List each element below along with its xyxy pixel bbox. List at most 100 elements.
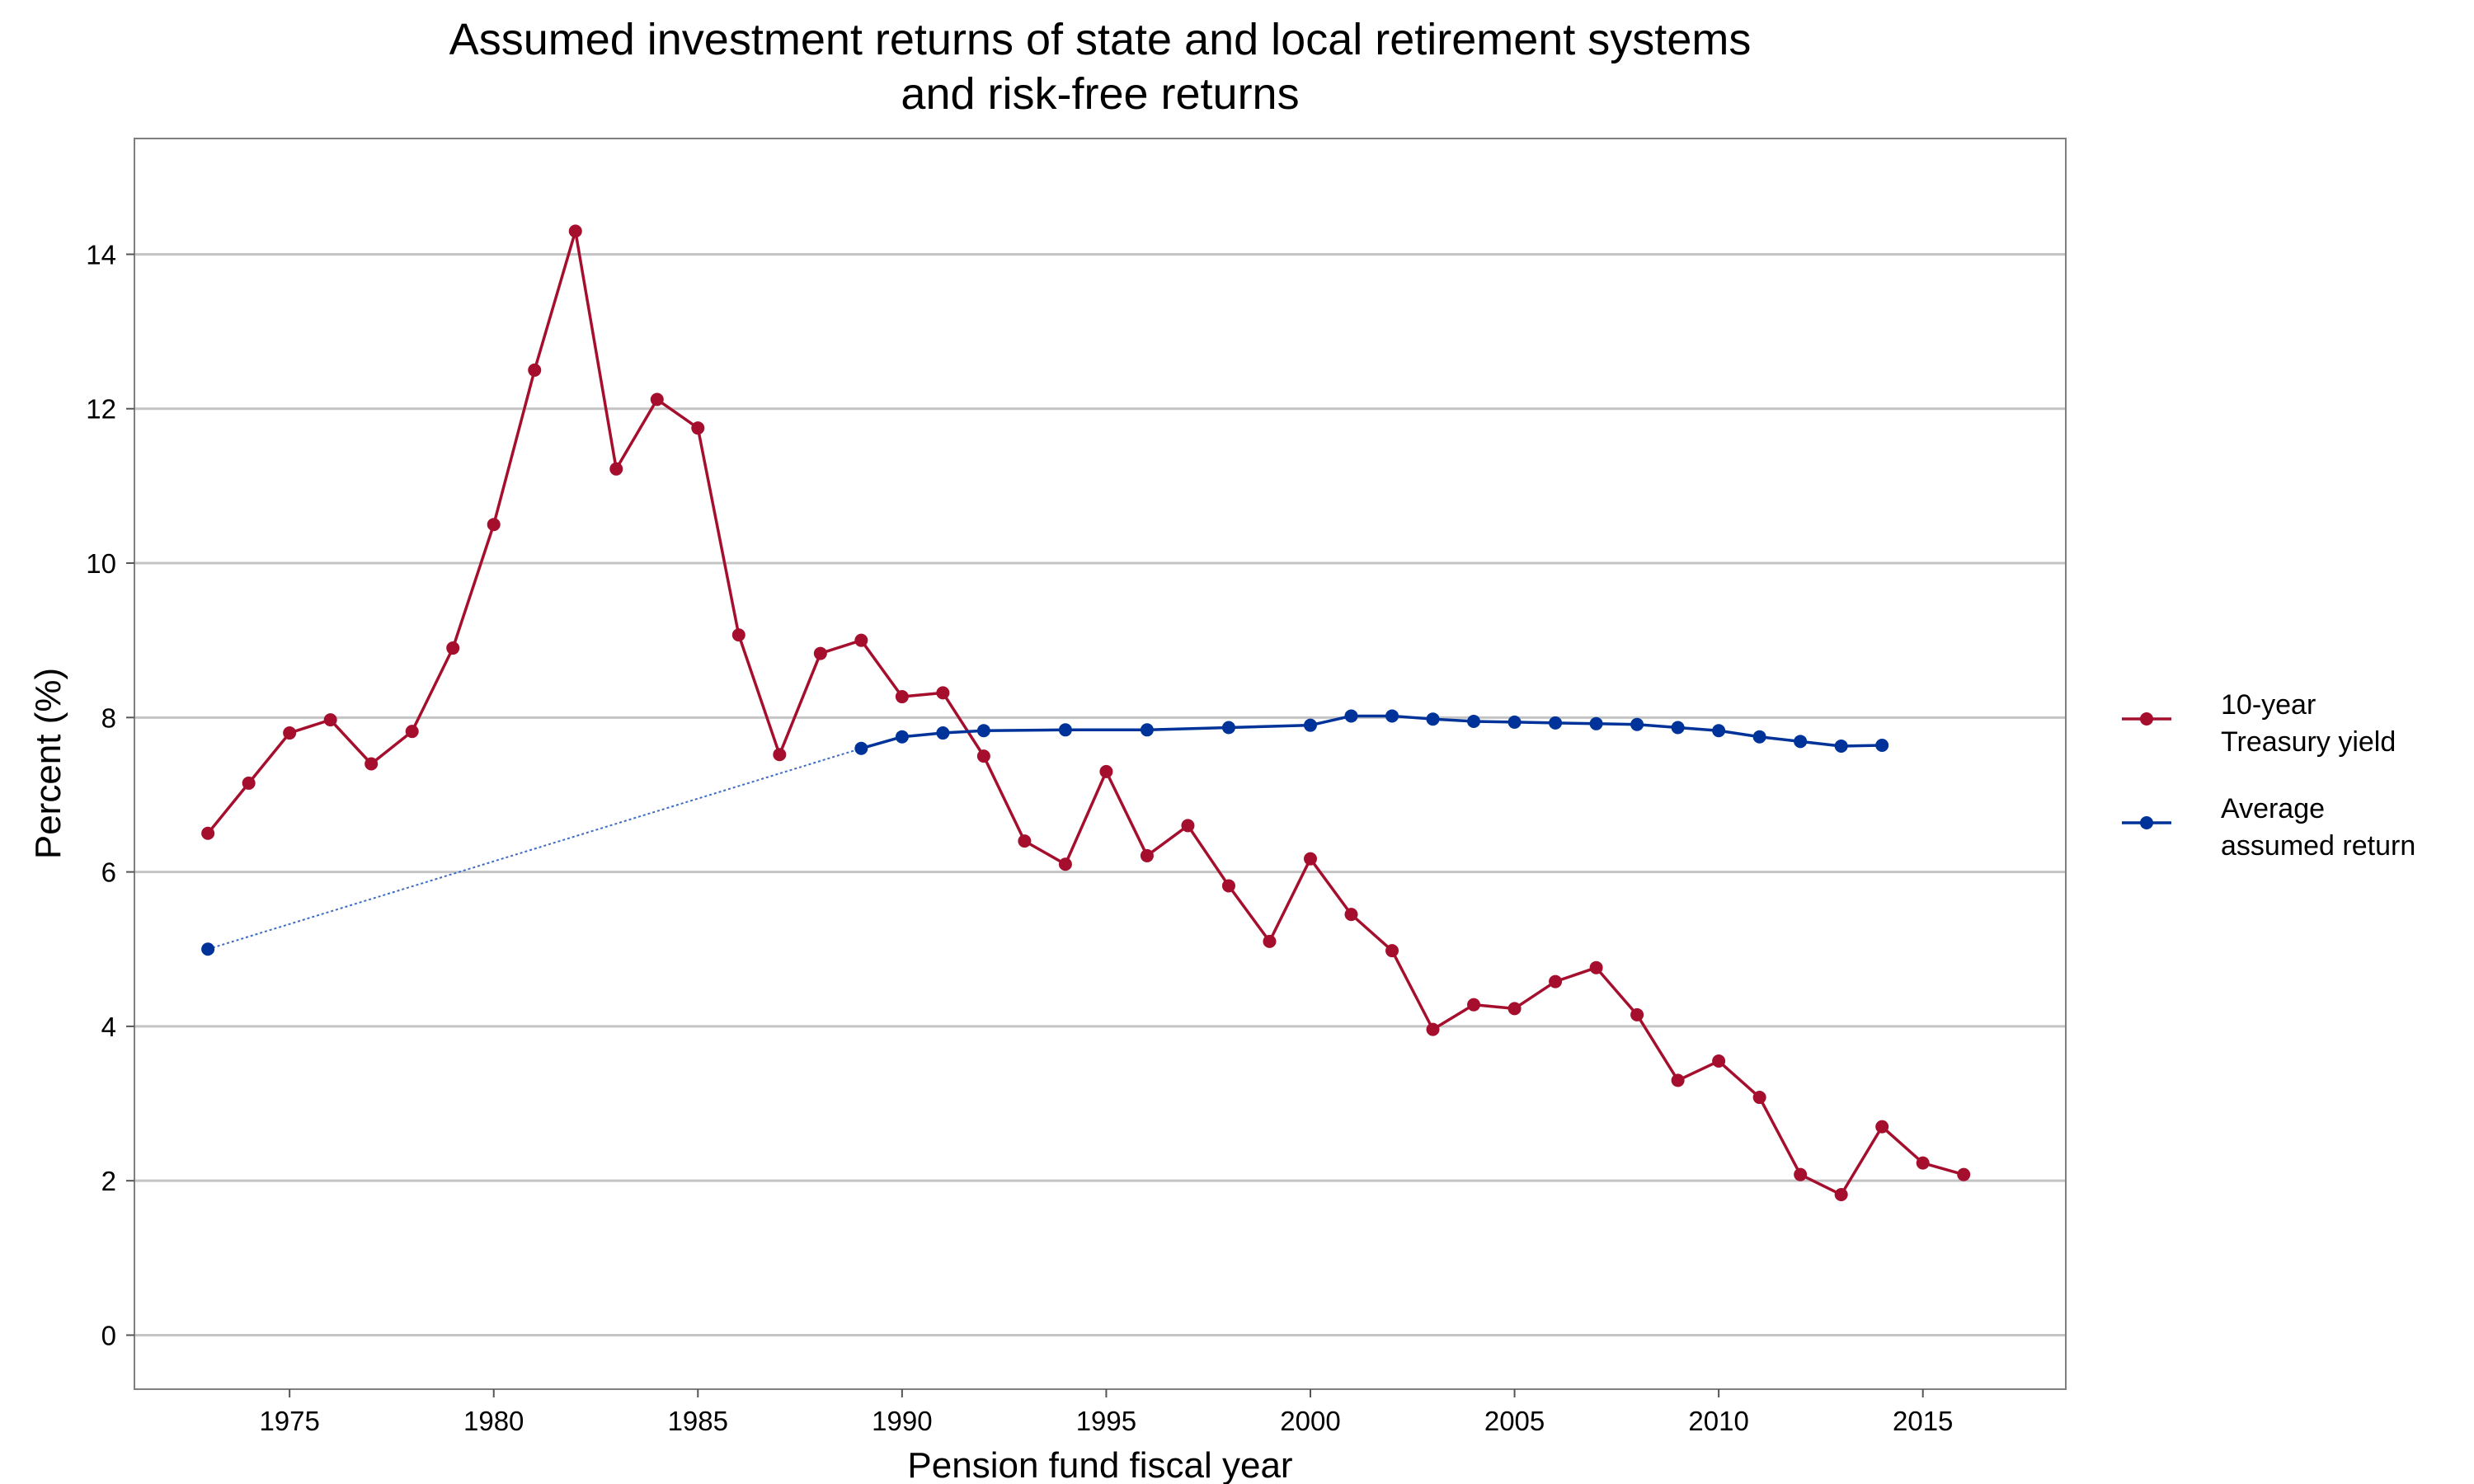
x-tick-label: 2000	[1280, 1406, 1340, 1436]
data-point	[283, 726, 297, 740]
data-point	[650, 392, 664, 406]
series-average-assumed-return	[854, 709, 1889, 755]
data-point	[1303, 852, 1317, 866]
chart-title: Assumed investment returns of state and …	[449, 15, 1752, 64]
legend-label: Treasury yield	[2221, 726, 2396, 758]
x-tick-label: 1975	[259, 1406, 319, 1436]
data-point	[691, 421, 705, 435]
y-axis-label: Percent (%)	[28, 668, 68, 859]
x-tick-label: 1980	[463, 1406, 524, 1436]
data-point	[731, 628, 745, 642]
data-point	[405, 725, 419, 739]
y-tick-label: 0	[101, 1320, 116, 1350]
data-point	[1344, 908, 1358, 922]
data-point	[201, 826, 215, 840]
data-point	[854, 741, 868, 755]
y-tick-label: 2	[101, 1166, 116, 1196]
data-point	[936, 686, 950, 700]
data-point	[528, 363, 542, 377]
data-point	[242, 776, 256, 790]
series-10-year-treasury-yield	[201, 224, 1971, 1202]
y-tick-label: 14	[86, 239, 116, 270]
data-point	[1875, 739, 1889, 753]
series-line	[860, 714, 1883, 750]
data-point	[1344, 709, 1358, 723]
x-tick-label: 2015	[1893, 1406, 1953, 1436]
data-point	[895, 730, 909, 744]
x-axis-label: Pension fund fiscal year	[907, 1445, 1292, 1484]
data-point	[365, 757, 379, 771]
legend-label: Average	[2221, 793, 2325, 824]
data-point	[813, 646, 827, 660]
data-point	[1221, 879, 1235, 893]
data-point	[1467, 998, 1481, 1012]
data-point	[1058, 723, 1072, 737]
data-point	[1099, 764, 1113, 778]
data-point	[1834, 1188, 1848, 1202]
data-point	[1712, 724, 1726, 738]
data-point	[1834, 739, 1848, 753]
connector-dotted-line	[207, 747, 862, 951]
x-tick-label: 1985	[668, 1406, 728, 1436]
data-point	[976, 749, 990, 763]
data-point	[1385, 944, 1399, 958]
plot-panel	[134, 138, 2067, 1390]
chart-subtitle: and risk-free returns	[901, 69, 1299, 119]
data-point	[1181, 819, 1195, 833]
y-tick-label: 8	[101, 702, 116, 733]
data-point	[1385, 709, 1399, 723]
data-point	[487, 518, 501, 532]
x-tick-label: 2010	[1688, 1406, 1748, 1436]
data-point	[1549, 974, 1563, 989]
data-point	[568, 224, 582, 238]
legend-label: 10-year	[2221, 689, 2316, 721]
series-line	[206, 229, 1964, 1196]
data-point	[1712, 1054, 1726, 1068]
data-point	[1589, 960, 1603, 974]
data-point	[1426, 712, 1440, 726]
data-point	[1794, 1167, 1808, 1181]
legend: 10-year Treasury yield Average assumed retu…	[2122, 689, 2415, 862]
y-tick-label: 12	[86, 394, 116, 425]
data-point	[1916, 1156, 1930, 1170]
legend-item: 10-year Treasury yield	[2122, 689, 2396, 758]
gridlines	[134, 252, 2066, 1336]
legend-marker	[2140, 816, 2153, 829]
x-tick-label: 2005	[1484, 1406, 1545, 1436]
data-point	[1630, 717, 1644, 731]
data-point	[1140, 848, 1154, 862]
data-point	[936, 726, 950, 740]
x-tick-label: 1990	[872, 1406, 932, 1436]
data-point	[1140, 723, 1154, 737]
data-point	[1957, 1167, 1971, 1181]
data-point	[1018, 834, 1032, 848]
data-point	[1426, 1022, 1440, 1036]
legend-marker	[2140, 712, 2153, 726]
axes: 0 2 4 6 8 10 12 14 1975 1980 1985 1990 1995 2000 2005 2…	[86, 239, 1953, 1436]
data-point	[446, 641, 460, 655]
x-tick-label: 1995	[1076, 1406, 1136, 1436]
data-point	[1507, 1002, 1522, 1016]
data-point	[1589, 716, 1603, 730]
data-point	[854, 633, 868, 647]
y-tick-label: 10	[86, 548, 116, 579]
data-point	[609, 462, 623, 476]
data-point	[1467, 714, 1481, 728]
data-point	[1671, 1073, 1685, 1087]
data-point	[1263, 934, 1277, 948]
data-point	[1752, 1091, 1766, 1105]
data-point	[1671, 721, 1685, 735]
data-point	[201, 942, 215, 956]
data-point	[895, 690, 909, 704]
data-point	[323, 713, 337, 727]
legend-item: Average assumed return	[2122, 793, 2415, 862]
data-point	[1221, 721, 1235, 735]
series-layer	[201, 224, 1971, 1202]
data-point	[1303, 718, 1317, 732]
data-point	[1549, 716, 1563, 730]
data-point	[976, 724, 990, 738]
y-tick-label: 4	[101, 1012, 116, 1042]
data-point	[1058, 857, 1072, 871]
legend-label: assumed return	[2221, 830, 2415, 862]
